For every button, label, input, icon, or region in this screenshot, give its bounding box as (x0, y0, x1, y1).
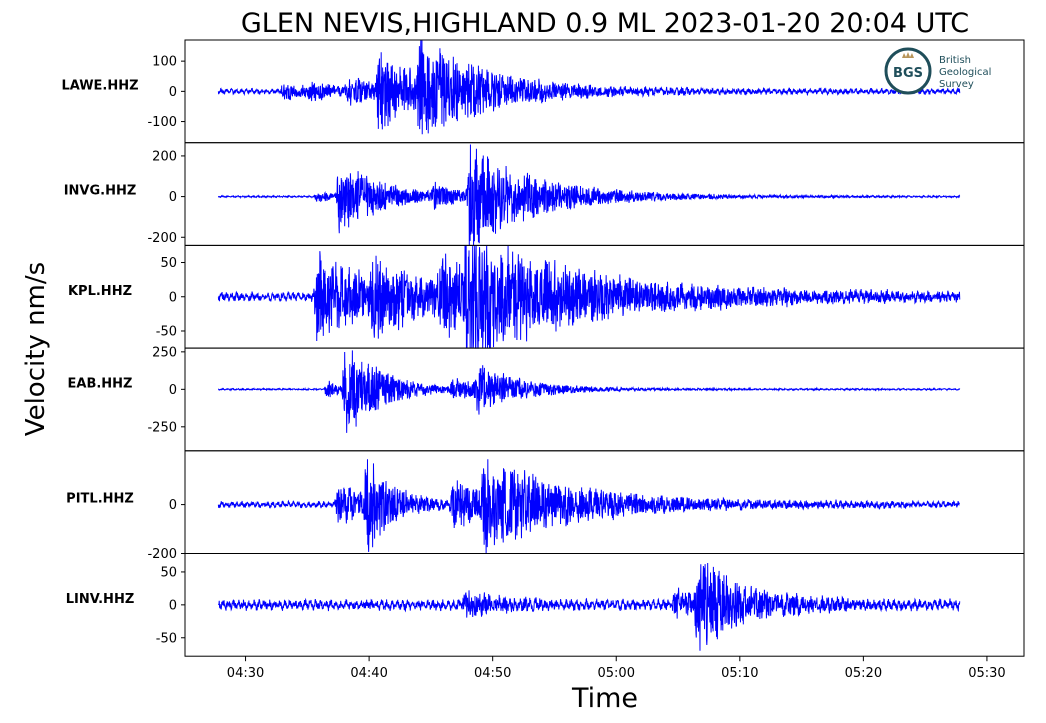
x-axis-label: Time (571, 683, 638, 714)
station-label: INVG.HHZ (64, 184, 137, 199)
bgs-logo: BGS British Geological Survey (884, 47, 991, 95)
bgs-logo-ring (884, 47, 932, 95)
y-tick-label: -250 (147, 420, 177, 435)
y-tick-label: 50 (160, 565, 177, 580)
waveform-trace (217, 459, 960, 554)
logo-line-geological: Geological (939, 67, 991, 78)
time-axis: 04:30 04:40 04:50 05:00 05:10 05:20 05:30 (227, 656, 1006, 681)
y-axis-label: Velocity nm/s (21, 262, 51, 436)
x-tick-label: 05:30 (968, 666, 1005, 681)
waveform-trace (217, 350, 961, 433)
y-tick-label: 100 (152, 55, 177, 70)
y-tick-label: 0 (169, 383, 177, 398)
waveform-trace (217, 144, 961, 246)
y-tick-label: 50 (160, 256, 177, 271)
panel-lawe-hhz: LAWE.HHZ 100 0 -100 (61, 39, 1025, 144)
panel-kpl-hhz: KPL.HHZ 50 0 -50 (68, 244, 1025, 349)
panel-linv-hhz: LINV.HHZ 50 0 -50 (66, 553, 1025, 657)
y-tick-label: 0 (169, 290, 177, 305)
y-tick-label: -200 (147, 547, 177, 562)
y-tick-label: 0 (169, 190, 177, 205)
waveform-trace (217, 563, 961, 651)
x-tick-label: 04:50 (474, 666, 511, 681)
logo-line-british: British (939, 55, 971, 66)
x-tick-label: 05:10 (721, 666, 758, 681)
y-tick-label: 0 (169, 85, 177, 100)
panel-pitl-hhz: PITL.HHZ 0 -200 (66, 450, 1025, 562)
x-tick-label: 05:20 (845, 666, 882, 681)
y-tick-label: 200 (152, 149, 177, 164)
y-tick-label: -200 (147, 231, 177, 246)
panel-frame (184, 553, 1025, 657)
y-tick-label: -50 (156, 631, 177, 646)
waveform-trace (217, 39, 961, 135)
y-tick-label: 250 (152, 345, 177, 360)
station-label: LAWE.HHZ (61, 78, 138, 93)
station-label: LINV.HHZ (66, 592, 135, 607)
x-tick-label: 04:30 (227, 666, 264, 681)
x-tick-label: 04:40 (350, 666, 387, 681)
figure-title: GLEN NEVIS,HIGHLAND 0.9 ML 2023-01-20 20… (241, 8, 969, 39)
station-label: KPL.HHZ (68, 284, 132, 299)
panel-invg-hhz: INVG.HHZ 200 0 -200 (64, 142, 1025, 246)
bgs-mark: BGS (893, 66, 923, 81)
panel-eab-hhz: EAB.HHZ 250 0 -250 (68, 345, 1025, 452)
trace-panels: LAWE.HHZ 100 0 -100 INVG.HHZ 200 0 -200 KPL.HHZ 5… (61, 39, 1025, 657)
y-tick-label: -50 (156, 324, 177, 339)
logo-line-survey: Survey (939, 79, 974, 90)
y-tick-label: 0 (169, 598, 177, 613)
station-label: EAB.HHZ (68, 376, 133, 391)
waveform-trace (217, 245, 961, 349)
station-label: PITL.HHZ (66, 492, 134, 507)
panel-frame (184, 347, 1025, 452)
x-tick-label: 05:00 (598, 666, 635, 681)
crown-icon (902, 52, 914, 58)
y-tick-label: 0 (169, 498, 177, 513)
y-tick-label: -100 (147, 115, 177, 130)
